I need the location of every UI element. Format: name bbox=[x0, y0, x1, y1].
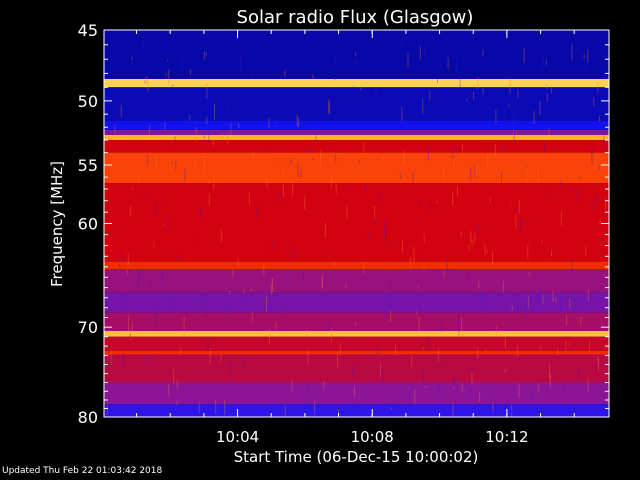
y-axis: 45 50 55 60 70 80 bbox=[78, 21, 609, 427]
y-tick-label: 50 bbox=[78, 92, 98, 111]
spectrogram-band-16 bbox=[104, 350, 609, 355]
x-axis-label: Start Time (06-Dec-15 10:00:02) bbox=[234, 448, 479, 466]
spectrogram-band-11 bbox=[104, 269, 609, 293]
spectrogram-band-7 bbox=[104, 140, 609, 153]
spectrogram-band-10 bbox=[104, 261, 609, 269]
spectrogram-band-13 bbox=[104, 312, 609, 332]
y-tick-label: 45 bbox=[78, 21, 98, 40]
y-axis-label: Frequency [MHz] bbox=[48, 161, 66, 287]
x-tick-label: 10:08 bbox=[351, 428, 394, 446]
spectrogram-band-19 bbox=[104, 404, 609, 417]
updated-timestamp: Updated Thu Feb 22 01:03:42 2018 bbox=[2, 466, 163, 476]
x-axis: 10:04 10:08 10:12 bbox=[136, 30, 575, 446]
spectrogram-band-5 bbox=[104, 129, 609, 135]
y-tick-label: 70 bbox=[78, 318, 98, 337]
spectrogram-band-17 bbox=[104, 354, 609, 383]
spectrogram-texture bbox=[104, 40, 608, 417]
y-tick-label: 55 bbox=[78, 156, 98, 175]
spectrogram-band-6 bbox=[104, 134, 609, 141]
spectrogram-band-15 bbox=[104, 336, 609, 351]
x-tick-label: 10:04 bbox=[216, 428, 259, 446]
spectrogram-band-4 bbox=[104, 120, 609, 130]
spectrogram-band-9 bbox=[104, 183, 609, 262]
spectrogram-band-3 bbox=[104, 87, 609, 121]
spectrogram-band-18 bbox=[104, 382, 609, 405]
spectrogram-band-1 bbox=[104, 30, 609, 79]
spectrogram-bands bbox=[104, 30, 609, 417]
spectrogram-band-12 bbox=[104, 292, 609, 313]
x-tick-label: 10:12 bbox=[485, 428, 528, 446]
spectrogram-band-2 bbox=[104, 78, 609, 88]
spectrogram-band-14 bbox=[104, 331, 609, 337]
chart-title: Solar radio Flux (Glasgow) bbox=[237, 7, 474, 28]
spectrogram-band-8 bbox=[104, 152, 609, 184]
y-tick-label: 60 bbox=[78, 215, 98, 234]
y-tick-label: 80 bbox=[78, 408, 98, 427]
